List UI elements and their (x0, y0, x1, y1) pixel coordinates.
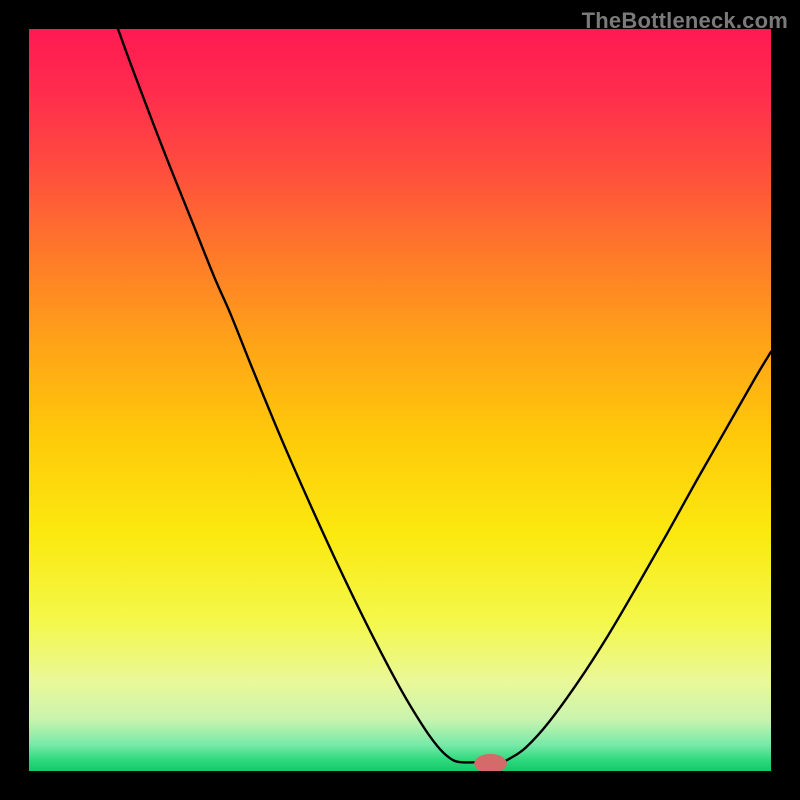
watermark-text: TheBottleneck.com (582, 8, 788, 34)
chart-background-gradient (29, 29, 771, 771)
bottleneck-curve-chart (29, 29, 771, 771)
chart-plot-area (29, 29, 771, 771)
